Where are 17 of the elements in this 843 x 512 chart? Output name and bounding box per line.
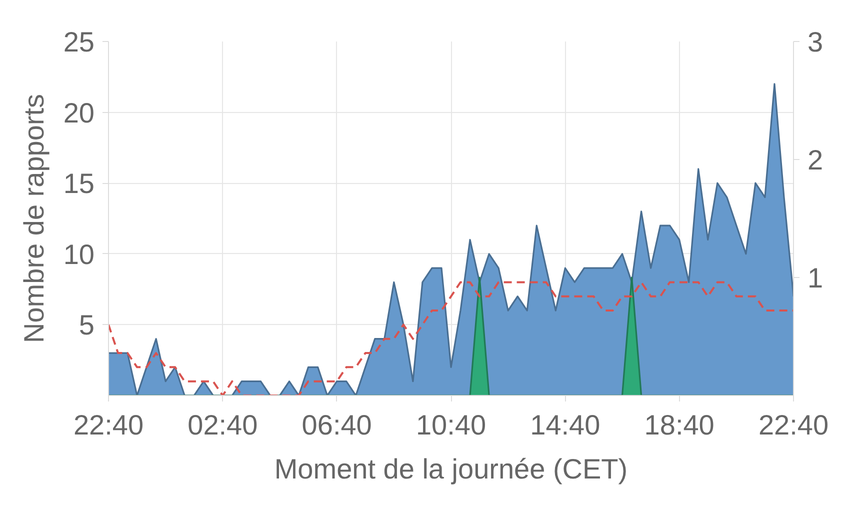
y2-tick-label: 3 <box>808 26 824 58</box>
x-tick-label: 22:40 <box>758 410 829 440</box>
x-axis-title: Moment de la journée (CET) <box>274 454 628 484</box>
y-tick-label: 5 <box>78 310 95 341</box>
x-tick-label: 22:40 <box>73 410 144 440</box>
x-tick-label: 18:40 <box>644 410 714 440</box>
x-tick-label: 10:40 <box>416 410 486 440</box>
x-tick-label: 02:40 <box>188 410 258 440</box>
x-tick-label: 06:40 <box>302 410 372 440</box>
y-tick-label: 20 <box>63 97 95 128</box>
y-axis-title: Nombre de rapports <box>18 94 50 344</box>
y-tick-label: 15 <box>63 168 95 200</box>
x-tick-label: 14:40 <box>530 410 600 440</box>
y2-tick-label: 2 <box>808 144 824 176</box>
y-tick-label: 10 <box>63 238 95 270</box>
y2-tick-label: 1 <box>808 262 824 294</box>
y-tick-label: 25 <box>63 26 95 58</box>
